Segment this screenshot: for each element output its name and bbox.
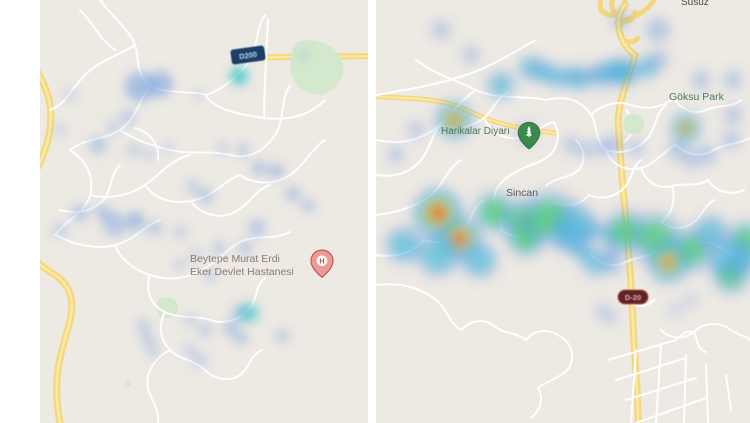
svg-text:D-20: D-20: [625, 293, 641, 302]
svg-text:H: H: [319, 257, 324, 266]
